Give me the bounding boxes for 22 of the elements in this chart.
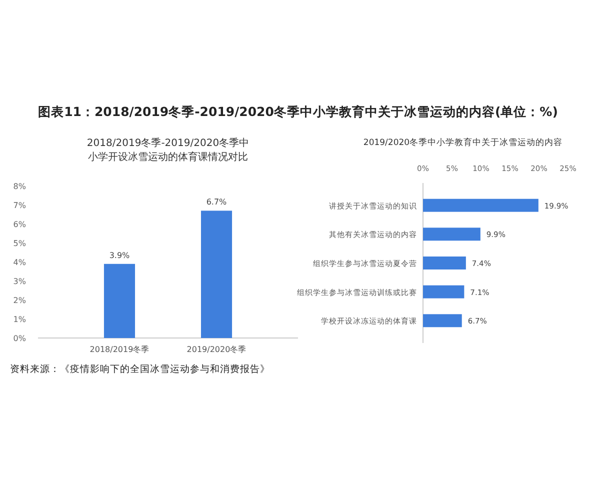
x-tick-label: 2018/2019冬季 [90,345,150,354]
y-tick-label: 4% [13,258,26,267]
data-label: 3.9% [109,250,130,260]
y-tick-label: 2% [13,296,26,305]
chart-title: 2019/2020冬季中小学教育中关于冰雪运动的内容 [363,137,563,148]
bar [423,256,466,270]
bar [423,314,462,328]
y-tick-label: 1% [13,315,26,324]
data-label: 6.7% [206,198,228,207]
y-tick-label: 5% [13,239,26,248]
y-tick-label: 0% [13,334,26,343]
chart-subtitle: 2018/2019冬季-2019/2020冬季中小学开设冰雪运动的体育课情况对比 [86,137,250,163]
bar [423,228,480,241]
x-tick-label: 2019/2020冬季 [186,345,246,354]
bar [423,198,538,212]
y-tick-label: 7% [13,201,26,210]
bar [423,285,464,298]
y-tick-label: 3% [13,277,26,286]
y-tick-label: 8% [13,182,26,191]
y-tick-label: 6% [13,220,26,229]
chart-title: 图表11：2018/2019冬季-2019/2020冬季中小学教育中关于冰雪运动的内容(单位：%) [38,104,558,119]
text: 资料来源：《疫情影响下的全国冰雪运动参与和消费报告》 [10,363,270,375]
